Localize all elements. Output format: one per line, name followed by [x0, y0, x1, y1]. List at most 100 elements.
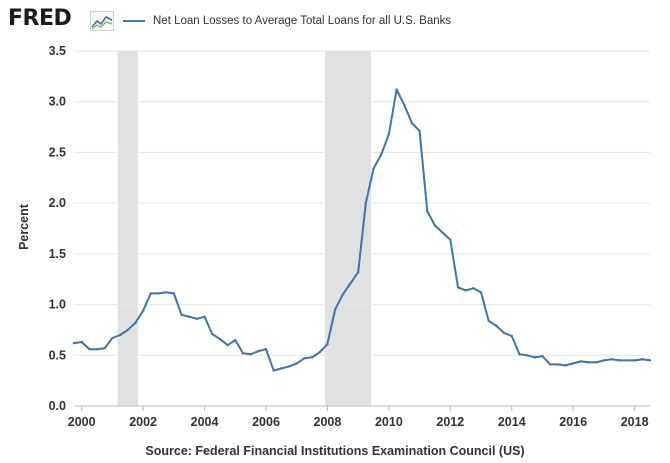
- data-point: [226, 343, 229, 347]
- data-point: [510, 334, 513, 338]
- data-point: [103, 346, 106, 350]
- data-point: [149, 292, 152, 295]
- data-point: [95, 348, 99, 351]
- data-point: [272, 369, 275, 372]
- data-point: [264, 348, 268, 351]
- data-point: [556, 363, 560, 366]
- data-point: [525, 354, 529, 357]
- data-point: [641, 358, 644, 361]
- legend-swatch: [123, 20, 145, 22]
- data-point: [303, 357, 306, 360]
- data-point: [341, 293, 344, 296]
- recession-band-2: [324, 51, 372, 406]
- x-tick-label: 2000: [68, 415, 96, 429]
- data-point: [157, 292, 160, 295]
- data-point: [495, 324, 498, 328]
- data-point: [134, 321, 137, 325]
- data-point: [572, 362, 575, 365]
- data-point: [449, 238, 452, 241]
- data-point: [426, 210, 429, 213]
- data-point: [579, 360, 583, 363]
- data-point: [295, 362, 298, 365]
- y-axis-ticks: 0.0 0.5 1.0 1.5 2.0 2.5 3.0 3.5: [49, 44, 66, 413]
- data-point: [618, 359, 621, 362]
- data-point: [349, 282, 352, 285]
- data-point: [564, 364, 567, 367]
- data-point: [541, 355, 544, 358]
- data-point: [72, 341, 76, 345]
- y-tick-label: 2.0: [49, 196, 66, 210]
- data-point: [533, 356, 536, 359]
- data-point: [172, 292, 176, 295]
- data-point: [502, 331, 506, 335]
- data-point: [364, 201, 368, 205]
- x-tick-label: 2002: [129, 415, 157, 429]
- x-axis-ticks: 2000 2002 2004 2006 2008 2010 2012 2014 2016 2018: [68, 406, 649, 429]
- y-axis-title: Percent: [17, 203, 31, 250]
- x-tick-label: 2008: [314, 415, 342, 429]
- data-point: [464, 289, 467, 292]
- data-point: [625, 359, 629, 362]
- data-point: [218, 337, 222, 341]
- data-point: [241, 352, 245, 355]
- y-tick-label: 2.5: [49, 145, 66, 159]
- series-line-1: [73, 88, 651, 372]
- data-point: [587, 361, 590, 364]
- data-point: [610, 358, 613, 361]
- data-point: [287, 365, 291, 368]
- x-tick-label: 2012: [436, 415, 464, 429]
- line-chart-icon: [90, 11, 114, 31]
- data-point: [188, 315, 191, 318]
- series-layer: [72, 88, 652, 372]
- grid-lines: [74, 50, 650, 407]
- data-point: [180, 313, 183, 316]
- data-point: [318, 351, 321, 354]
- data-point: [88, 348, 91, 351]
- data-point: [456, 286, 460, 289]
- chart-header: FRED Net Loan Losses to Average Total Lo…: [8, 4, 648, 34]
- data-point: [518, 353, 521, 356]
- data-point: [372, 167, 375, 170]
- recession-bands: [117, 51, 372, 406]
- data-point: [111, 336, 114, 340]
- data-point: [403, 103, 406, 106]
- y-tick-label: 3.0: [49, 95, 66, 109]
- data-point: [433, 224, 437, 227]
- data-point: [441, 231, 444, 234]
- y-tick-label: 0.5: [49, 348, 66, 362]
- y-tick-label: 1.5: [49, 247, 66, 261]
- data-point: [479, 291, 483, 294]
- data-point: [487, 319, 490, 322]
- data-point: [380, 153, 383, 156]
- data-point: [356, 270, 360, 274]
- data-point: [195, 317, 199, 320]
- y-tick-label: 3.5: [49, 44, 66, 58]
- data-point: [418, 129, 421, 133]
- data-point: [333, 308, 337, 311]
- data-point: [326, 342, 329, 346]
- data-point: [234, 338, 237, 342]
- y-tick-label: 0.0: [49, 399, 66, 413]
- data-point: [280, 367, 283, 370]
- data-point: [203, 315, 206, 318]
- data-point: [141, 309, 145, 312]
- data-point: [648, 359, 652, 362]
- data-point: [310, 356, 314, 359]
- source-note: Source: Federal Financial Institutions E…: [145, 444, 525, 458]
- x-tick-label: 2006: [252, 415, 280, 429]
- x-tick-label: 2010: [375, 415, 403, 429]
- recession-band-1: [117, 51, 138, 406]
- fred-logo: FRED: [8, 6, 72, 31]
- x-tick-label: 2004: [191, 415, 219, 429]
- data-point: [472, 287, 475, 290]
- data-point: [633, 359, 636, 362]
- data-point: [387, 132, 391, 136]
- data-point: [595, 361, 598, 364]
- data-point: [211, 332, 214, 336]
- x-tick-label: 2016: [559, 415, 587, 429]
- data-point: [126, 328, 129, 332]
- data-point: [602, 359, 606, 362]
- data-point: [80, 340, 83, 344]
- y-tick-label: 1.0: [49, 298, 66, 312]
